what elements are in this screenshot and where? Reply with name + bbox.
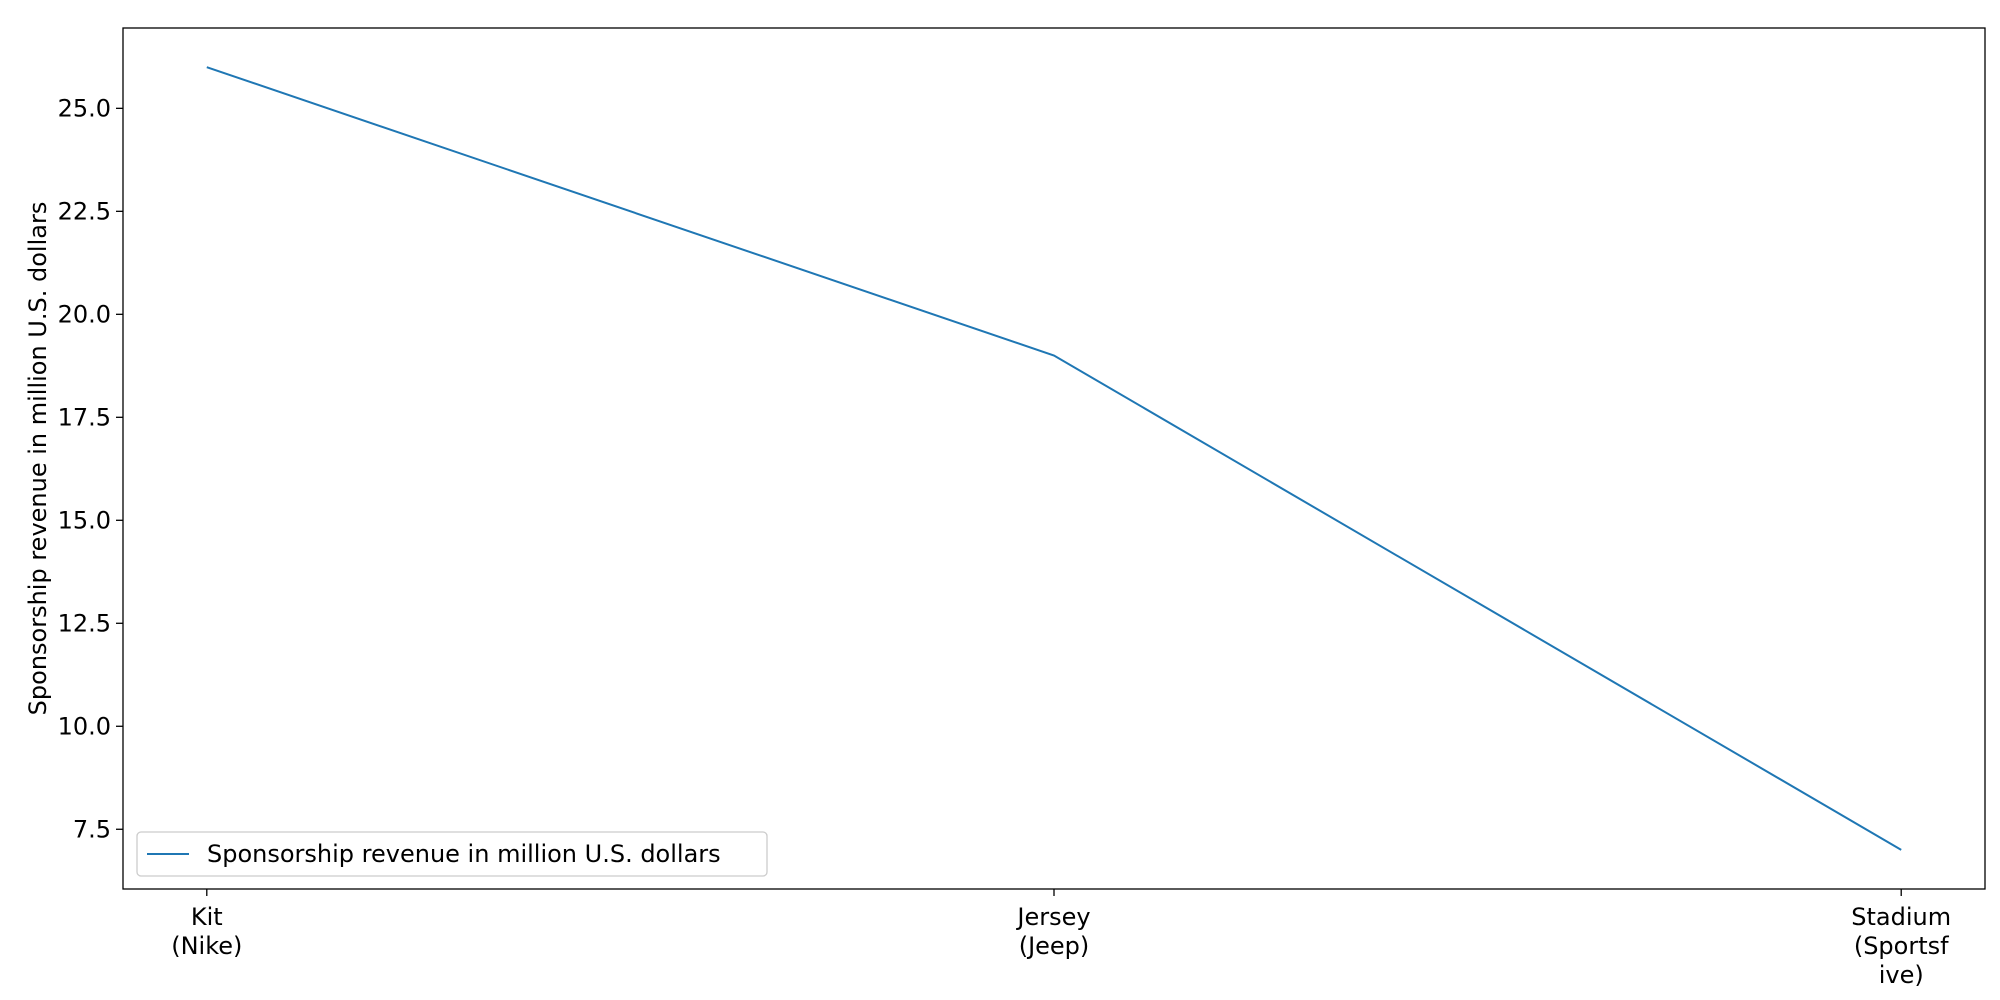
y-tick-label: 20.0 <box>58 300 111 328</box>
legend-box <box>136 831 768 877</box>
y-axis: 7.5 10.0 12.5 15.0 17.5 20.0 22.5 25.0 <box>58 94 123 843</box>
y-axis-title: Sponsorship revenue in million U.S. doll… <box>24 202 52 716</box>
y-tick-label: 10.0 <box>58 712 111 740</box>
plot-area <box>206 66 1902 851</box>
axes-frame <box>122 27 1986 890</box>
x-tick-label: Stadium (Sportsf ive) <box>1851 903 1951 989</box>
y-tick-label: 15.0 <box>58 506 111 534</box>
y-tick-label: 7.5 <box>73 815 111 843</box>
legend-label: Sponsorship revenue in million U.S. doll… <box>207 840 721 868</box>
x-tick-label: Kit (Nike) <box>171 903 242 960</box>
legend: Sponsorship revenue in million U.S. doll… <box>136 831 768 877</box>
series-line <box>206 66 1902 851</box>
x-axis: Kit (Nike) Jersey (Jeep) Stadium (Sportsf ive) <box>171 889 1951 989</box>
y-tick-label: 22.5 <box>58 197 111 225</box>
y-tick-label: 12.5 <box>58 609 111 637</box>
y-tick-label: 17.5 <box>58 403 111 431</box>
y-tick-label: 25.0 <box>58 94 111 122</box>
x-tick-label: Jersey (Jeep) <box>1015 903 1090 960</box>
